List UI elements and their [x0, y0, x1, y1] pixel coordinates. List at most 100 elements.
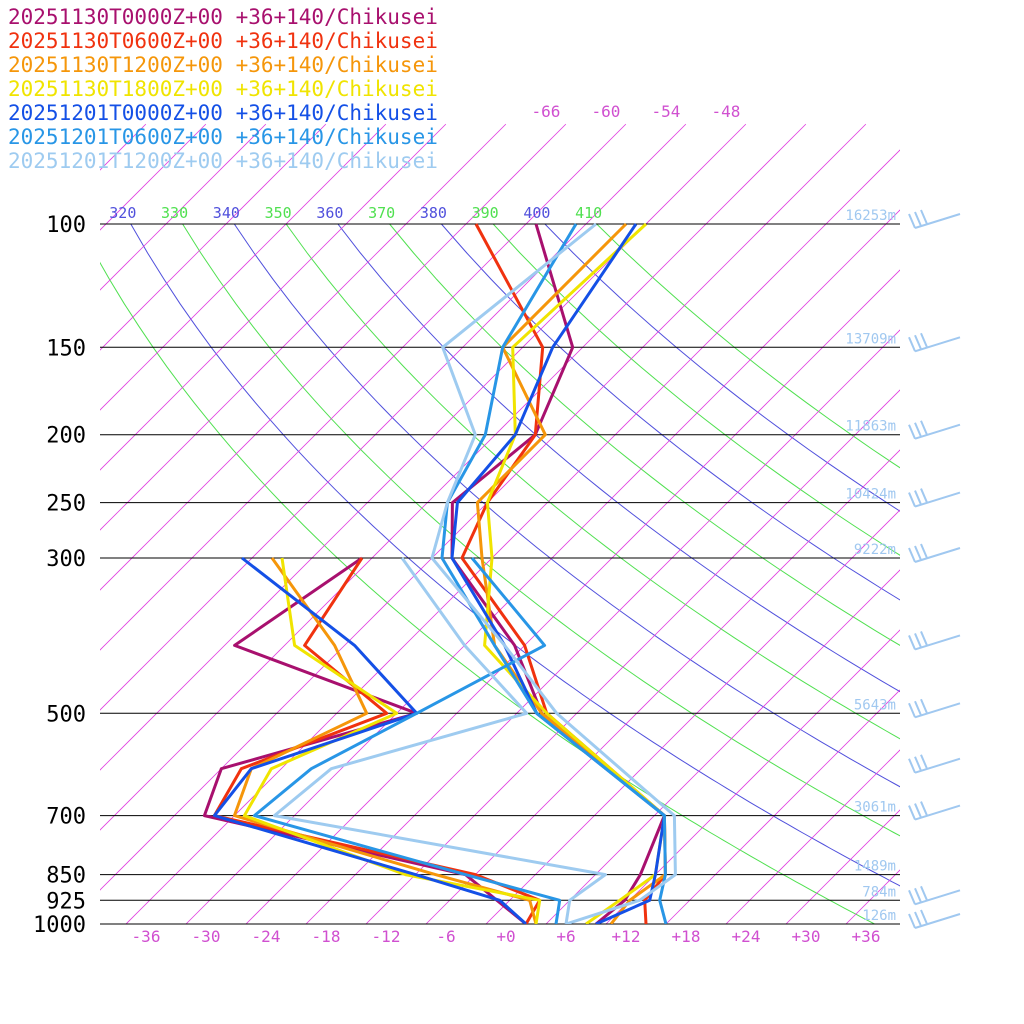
wind-barb	[908, 754, 961, 774]
isotherm-label: -66	[532, 102, 561, 121]
pressure-tick-label: 925	[46, 889, 86, 914]
x-tick-label: -24	[252, 927, 281, 946]
x-tick-label: +36	[852, 927, 881, 946]
isotherm-line	[545, 569, 900, 924]
theta-label: 390	[472, 204, 499, 222]
dewpoint-line	[212, 557, 542, 924]
isotherm-line	[100, 123, 507, 531]
isotherm-line	[305, 329, 900, 924]
pressure-tick-label: 250	[46, 492, 86, 517]
pressure-tick-label: 150	[46, 336, 86, 361]
legend-entry: 20251130T1800Z+00 +36+140/Chikusei	[8, 77, 438, 101]
dry-adiabat	[337, 224, 900, 693]
dewpoint-line	[272, 557, 607, 924]
isotherm-line	[785, 809, 900, 924]
wind-barb	[908, 801, 961, 821]
isotherm-line	[0, 124, 26, 924]
height-label: 9222m	[854, 542, 896, 558]
x-tick-label: -12	[372, 927, 401, 946]
x-tick-label: -18	[312, 927, 341, 946]
axis-labels: 100 16253m 150 13709m 200 11863m 250 10424m 300 9…	[33, 102, 896, 946]
theta-label: 340	[213, 204, 240, 222]
theta-label: 320	[109, 204, 136, 222]
isotherm-label: -48	[712, 102, 741, 121]
temperature-line	[450, 223, 666, 924]
legend-entry: 20251130T1200Z+00 +36+140/Chikusei	[8, 53, 438, 77]
pressure-tick-label: 850	[46, 864, 86, 889]
pressure-tick-label: 200	[46, 424, 86, 449]
pressure-tick-label: 500	[46, 702, 86, 727]
pressure-tick-label: 300	[46, 547, 86, 572]
theta-label: 350	[265, 204, 292, 222]
isotherm-line	[906, 124, 1024, 924]
x-tick-label: +6	[556, 927, 575, 946]
temperature-line	[483, 222, 666, 924]
legend-entry: 20251201T1200Z+00 +36+140/Chikusei	[8, 149, 438, 173]
isotherm-label: -60	[592, 102, 621, 121]
isotherm-line	[100, 123, 807, 831]
isotherm-line	[485, 509, 900, 924]
wind-barb	[908, 332, 961, 353]
sounding-profiles	[202, 222, 677, 924]
theta-label: 370	[368, 204, 395, 222]
height-label: 1489m	[854, 859, 896, 875]
dry-adiabat	[388, 224, 900, 646]
legend-entry: 20251130T0000Z+00 +36+140/Chikusei	[8, 5, 438, 29]
isotherm-line	[100, 123, 567, 591]
wind-barbs	[908, 209, 961, 929]
dry-adiabat	[182, 224, 900, 837]
x-tick-label: -36	[132, 927, 161, 946]
wind-barb	[908, 909, 961, 929]
pressure-tick-label: 700	[46, 805, 86, 830]
height-label: 10424m	[845, 487, 896, 503]
height-label: 16253m	[845, 208, 896, 224]
theta-label: 380	[420, 204, 447, 222]
height-label: 13709m	[845, 331, 896, 347]
isotherm-line	[100, 123, 747, 771]
isotherm-line	[100, 123, 447, 471]
wind-barb	[908, 543, 961, 563]
isotherm-line	[100, 123, 687, 711]
dry-adiabat	[492, 224, 900, 556]
temperature-line	[460, 223, 667, 924]
legend-entry: 20251201T0000Z+00 +36+140/Chikusei	[8, 101, 438, 125]
x-tick-label: +0	[496, 927, 515, 946]
isotherm-line	[100, 123, 267, 291]
dry-adiabat	[544, 224, 900, 512]
height-label: 784m	[862, 884, 896, 900]
legend-entry: 20251130T0600Z+00 +36+140/Chikusei	[8, 29, 438, 53]
temperature-line	[430, 222, 677, 924]
height-label: 126m	[862, 908, 896, 924]
isotherm-line	[100, 123, 207, 231]
isotherm-line	[100, 123, 867, 891]
isotherm-line	[725, 749, 900, 924]
isotherms	[0, 123, 1024, 924]
dewpoint-line	[212, 556, 528, 924]
height-label: 11863m	[845, 419, 896, 435]
wind-barb	[908, 885, 961, 906]
x-tick-label: +18	[672, 927, 701, 946]
theta-label: 400	[523, 204, 550, 222]
isotherm-line	[665, 689, 900, 924]
legend-entry: 20251201T0600Z+00 +36+140/Chikusei	[8, 125, 438, 149]
dry-adiabat	[130, 224, 900, 887]
wind-barb	[908, 698, 961, 719]
pressure-tick-label: 1000	[33, 913, 86, 938]
theta-label: 360	[316, 204, 343, 222]
isotherm-line	[185, 209, 900, 924]
isotherm-line	[425, 449, 900, 924]
isotherm-line	[100, 123, 627, 651]
dewpoint-line	[242, 557, 542, 924]
wind-barb	[908, 420, 961, 440]
isotherm-line	[125, 149, 900, 924]
x-tick-label: -6	[436, 927, 455, 946]
dry-adiabat	[285, 224, 900, 740]
x-tick-label: +12	[612, 927, 641, 946]
x-tick-label: -30	[192, 927, 221, 946]
dry-adiabat	[233, 224, 900, 788]
wind-barb	[908, 631, 961, 651]
isotherm-line	[605, 629, 900, 924]
height-label: 3061m	[854, 800, 896, 816]
theta-label: 330	[161, 204, 188, 222]
